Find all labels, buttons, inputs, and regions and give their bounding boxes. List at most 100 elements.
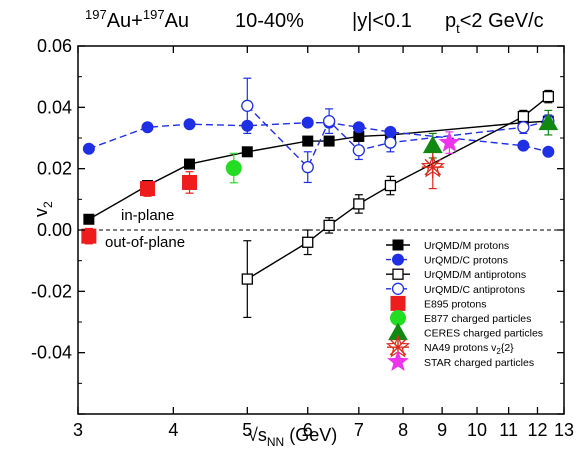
x-tick-label: 4 [168, 420, 178, 440]
data-point-urqmd-m-antiprotons [353, 198, 365, 210]
legend-label-urqmd-m-antiprotons: UrQMD/M antiprotons [424, 269, 526, 281]
legend-label-urqmd-c-antiprotons: UrQMD/C antiprotons [424, 284, 525, 296]
x-tick-label: 3 [73, 420, 83, 440]
x-axis-label: √sNN (GeV) [248, 425, 337, 449]
legend-label-text: UrQMD/C antiprotons [424, 284, 525, 296]
data-point-urqmd-c-antiprotons [517, 121, 530, 134]
data-point-urqmd-c-antiprotons [352, 144, 365, 157]
data-point-ceres-charged-particles [538, 112, 559, 131]
x-tick-label: 7 [354, 420, 364, 440]
data-point-urqmd-c-protons [141, 121, 154, 134]
x-axis-label-suffix: (GeV) [284, 425, 337, 445]
title-pt-rest: <2 GeV/c [460, 10, 544, 32]
legend-marker-urqmd-c-antiprotons [391, 282, 405, 295]
legend-label-star-charged-particles: STAR charged particles [424, 357, 534, 369]
x-tick-label: 10 [467, 420, 487, 440]
data-point-urqmd-c-antiprotons [241, 99, 254, 112]
data-point-urqmd-c-protons [352, 121, 365, 134]
y-tick-label: 0.00 [37, 220, 72, 240]
x-axis-label-sub: NN [267, 435, 284, 449]
annotation-in-plane: in-plane [121, 207, 174, 224]
data-point-e895-protons [182, 174, 198, 190]
series-line-urqmd-c-antiprotons [246, 105, 549, 169]
legend-label-e895-protons: E895 protons [424, 298, 486, 310]
y-axis-label: v2 [31, 201, 55, 217]
data-point-urqmd-c-protons [301, 116, 314, 129]
legend-label-suffix: {2} [501, 342, 514, 354]
legend-marker-e895-protons [390, 295, 406, 311]
title-pt-sub: t [456, 21, 460, 36]
legend-label-text: NA49 protons v [424, 342, 497, 354]
x-tick-label: 6 [303, 420, 313, 440]
legend-label-text: STAR charged particles [424, 357, 534, 369]
legend-marker-urqmd-c-protons [392, 253, 404, 266]
legend-label-ceres-charged-particles: CERES charged particles [424, 328, 543, 340]
x-tick-label: 12 [527, 420, 547, 440]
data-point-urqmd-m-antiprotons [384, 179, 397, 192]
svg-text:197Au+197Au: 197Au+197Au [85, 7, 189, 32]
data-point-e877-charged-particles [225, 160, 242, 177]
legend-label-text: E877 charged particles [424, 313, 531, 325]
x-tick-label: 9 [437, 420, 447, 440]
title-mass2: 197 [143, 7, 165, 22]
legend-label-na49-protons-v: NA49 protons v2{2} [424, 342, 514, 356]
data-point-urqmd-c-protons [241, 119, 254, 132]
legend-marker-urqmd-m-antiprotons [392, 268, 404, 280]
title-rapidity: |y|<0.1 [352, 10, 412, 32]
legend-label-text: UrQMD/C protons [424, 255, 508, 267]
title-pt: p [445, 10, 456, 32]
chart-title: 197Au+197Au 10-40% |y|<0.1 pt<2 GeV/c [85, 7, 544, 36]
x-tick-label: 5 [242, 420, 252, 440]
title-el1: Au+ [107, 10, 143, 32]
legend-label-text: CERES charged particles [424, 328, 543, 340]
data-point-urqmd-m-protons [83, 213, 95, 225]
data-point-urqmd-m-antiprotons [302, 236, 314, 248]
data-point-e895-protons [81, 228, 97, 244]
data-point-urqmd-c-antiprotons [384, 136, 397, 149]
data-point-urqmd-m-antiprotons [517, 110, 530, 123]
series-line-urqmd-c-protons [88, 121, 549, 153]
legend-marker-star-charged-particles [387, 350, 409, 372]
data-point-urqmd-m-protons [184, 158, 196, 170]
y-axis-label-main: v [31, 208, 51, 217]
legend-label-text: UrQMD/M antiprotons [424, 269, 526, 281]
legend-label-e877-charged-particles: E877 charged particles [424, 313, 531, 325]
data-point-star-charged-particles [438, 131, 461, 152]
data-point-urqmd-m-antiprotons [241, 273, 253, 285]
series-line-urqmd-m-protons [88, 120, 549, 220]
title-centrality: 10-40% [235, 10, 304, 32]
data-point-urqmd-m-protons [323, 135, 335, 147]
data-point-urqmd-c-protons [384, 125, 397, 138]
data-point-na49-protons-v [420, 154, 445, 179]
y-tick-label: 0.04 [37, 97, 72, 117]
y-tick-label: 0.06 [37, 36, 72, 56]
y-tick-label: -0.02 [31, 281, 72, 301]
data-point-urqmd-c-antiprotons [301, 160, 314, 174]
y-axis-label-sub: 2 [41, 201, 55, 208]
data-point-urqmd-m-antiprotons [542, 90, 554, 103]
data-point-urqmd-m-antiprotons [323, 219, 335, 232]
data-point-urqmd-c-protons [542, 145, 555, 158]
svg-text:pt<2 GeV/c: pt<2 GeV/c [445, 10, 544, 36]
data-point-urqmd-c-protons [82, 142, 95, 155]
x-axis-label-prefix: √s [248, 425, 267, 445]
data-point-e895-protons [140, 181, 156, 197]
legend-label-sub: 2 [496, 347, 501, 356]
x-tick-label: 13 [554, 420, 574, 440]
y-tick-label: 0.02 [37, 159, 72, 179]
data-point-urqmd-c-protons [517, 139, 530, 152]
legend-label-urqmd-c-protons: UrQMD/C protons [424, 255, 508, 267]
annotation-out-of-plane: out-of-plane [105, 234, 185, 251]
title-el2: Au [165, 10, 189, 32]
title-mass1: 197 [85, 7, 107, 22]
data-point-urqmd-m-protons [241, 146, 253, 158]
y-tick-label: -0.04 [31, 343, 72, 363]
data-point-urqmd-c-protons [183, 118, 196, 131]
legend-label-text: UrQMD/M protons [424, 240, 509, 252]
data-point-ceres-charged-particles [422, 135, 443, 154]
data-point-na49-protons-v-outline [420, 154, 445, 178]
legend-label-text: E895 protons [424, 298, 486, 310]
legend-marker-urqmd-m-protons [392, 239, 404, 251]
x-tick-label: 11 [499, 420, 518, 440]
